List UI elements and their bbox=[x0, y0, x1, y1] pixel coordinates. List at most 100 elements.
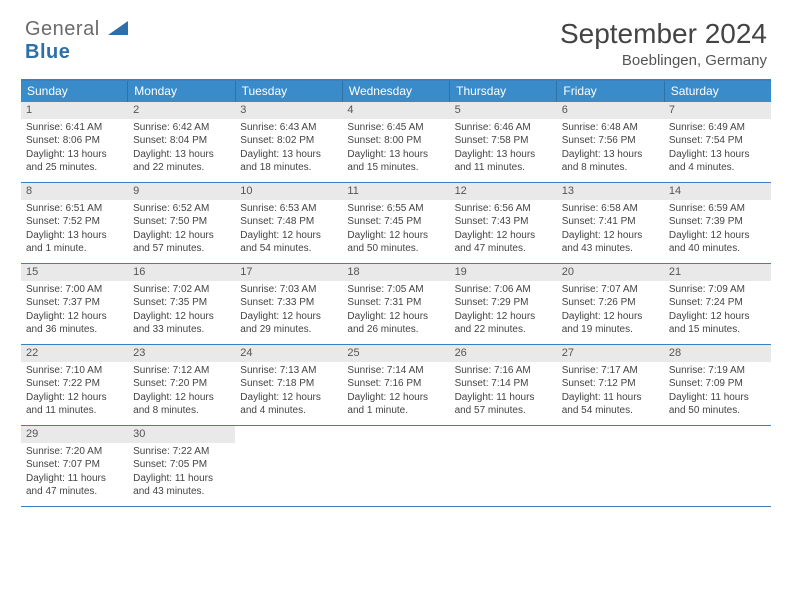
day-cell: 1Sunrise: 6:41 AMSunset: 8:06 PMDaylight… bbox=[21, 102, 128, 182]
day-cell: 5Sunrise: 6:46 AMSunset: 7:58 PMDaylight… bbox=[450, 102, 557, 182]
daylight-text: and 26 minutes. bbox=[347, 323, 445, 337]
day-number: 24 bbox=[235, 345, 342, 362]
daylight-text: Daylight: 12 hours bbox=[347, 229, 445, 243]
sunset-text: Sunset: 7:05 PM bbox=[133, 458, 231, 472]
sunset-text: Sunset: 7:43 PM bbox=[455, 215, 553, 229]
empty-cell bbox=[664, 426, 771, 506]
sunrise-text: Sunrise: 6:49 AM bbox=[669, 121, 767, 135]
dayname-header: Wednesday bbox=[343, 81, 450, 102]
day-number: 14 bbox=[664, 183, 771, 200]
week-row: 8Sunrise: 6:51 AMSunset: 7:52 PMDaylight… bbox=[21, 183, 771, 264]
daylight-text: Daylight: 11 hours bbox=[562, 391, 660, 405]
day-number: 8 bbox=[21, 183, 128, 200]
empty-cell bbox=[235, 426, 342, 506]
daylight-text: Daylight: 12 hours bbox=[347, 391, 445, 405]
daylight-text: Daylight: 13 hours bbox=[347, 148, 445, 162]
day-number: 25 bbox=[342, 345, 449, 362]
day-cell: 21Sunrise: 7:09 AMSunset: 7:24 PMDayligh… bbox=[664, 264, 771, 344]
sunrise-text: Sunrise: 7:03 AM bbox=[240, 283, 338, 297]
day-cell: 22Sunrise: 7:10 AMSunset: 7:22 PMDayligh… bbox=[21, 345, 128, 425]
day-cell: 17Sunrise: 7:03 AMSunset: 7:33 PMDayligh… bbox=[235, 264, 342, 344]
day-cell: 6Sunrise: 6:48 AMSunset: 7:56 PMDaylight… bbox=[557, 102, 664, 182]
daylight-text: Daylight: 12 hours bbox=[562, 310, 660, 324]
sunset-text: Sunset: 8:02 PM bbox=[240, 134, 338, 148]
logo-word1: General bbox=[25, 18, 100, 40]
daylight-text: Daylight: 12 hours bbox=[669, 310, 767, 324]
sunrise-text: Sunrise: 7:02 AM bbox=[133, 283, 231, 297]
daylight-text: Daylight: 12 hours bbox=[240, 229, 338, 243]
daylight-text: and 22 minutes. bbox=[455, 323, 553, 337]
week-row: 1Sunrise: 6:41 AMSunset: 8:06 PMDaylight… bbox=[21, 102, 771, 183]
day-cell: 7Sunrise: 6:49 AMSunset: 7:54 PMDaylight… bbox=[664, 102, 771, 182]
week-row: 29Sunrise: 7:20 AMSunset: 7:07 PMDayligh… bbox=[21, 426, 771, 507]
daylight-text: Daylight: 12 hours bbox=[455, 229, 553, 243]
day-number: 26 bbox=[450, 345, 557, 362]
sunset-text: Sunset: 8:06 PM bbox=[26, 134, 124, 148]
logo-triangle-icon bbox=[108, 21, 128, 35]
sunrise-text: Sunrise: 6:53 AM bbox=[240, 202, 338, 216]
day-cell: 20Sunrise: 7:07 AMSunset: 7:26 PMDayligh… bbox=[557, 264, 664, 344]
sunset-text: Sunset: 7:24 PM bbox=[669, 296, 767, 310]
sunset-text: Sunset: 7:50 PM bbox=[133, 215, 231, 229]
sunrise-text: Sunrise: 6:52 AM bbox=[133, 202, 231, 216]
day-number: 11 bbox=[342, 183, 449, 200]
daylight-text: Daylight: 12 hours bbox=[347, 310, 445, 324]
daylight-text: and 15 minutes. bbox=[669, 323, 767, 337]
daylight-text: Daylight: 11 hours bbox=[669, 391, 767, 405]
day-cell: 27Sunrise: 7:17 AMSunset: 7:12 PMDayligh… bbox=[557, 345, 664, 425]
day-cell: 12Sunrise: 6:56 AMSunset: 7:43 PMDayligh… bbox=[450, 183, 557, 263]
sunrise-text: Sunrise: 7:00 AM bbox=[26, 283, 124, 297]
day-cell: 13Sunrise: 6:58 AMSunset: 7:41 PMDayligh… bbox=[557, 183, 664, 263]
logo-word2: Blue bbox=[25, 41, 70, 63]
daylight-text: and 25 minutes. bbox=[26, 161, 124, 175]
sunrise-text: Sunrise: 7:22 AM bbox=[133, 445, 231, 459]
day-number: 12 bbox=[450, 183, 557, 200]
month-title: September 2024 bbox=[560, 18, 767, 50]
day-number: 5 bbox=[450, 102, 557, 119]
daylight-text: Daylight: 13 hours bbox=[240, 148, 338, 162]
day-cell: 4Sunrise: 6:45 AMSunset: 8:00 PMDaylight… bbox=[342, 102, 449, 182]
sunset-text: Sunset: 7:54 PM bbox=[669, 134, 767, 148]
daylight-text: and 29 minutes. bbox=[240, 323, 338, 337]
day-number: 23 bbox=[128, 345, 235, 362]
day-cell: 24Sunrise: 7:13 AMSunset: 7:18 PMDayligh… bbox=[235, 345, 342, 425]
sunrise-text: Sunrise: 6:41 AM bbox=[26, 121, 124, 135]
daylight-text: and 47 minutes. bbox=[26, 485, 124, 499]
sunset-text: Sunset: 7:22 PM bbox=[26, 377, 124, 391]
sunrise-text: Sunrise: 6:43 AM bbox=[240, 121, 338, 135]
calendar: SundayMondayTuesdayWednesdayThursdayFrid… bbox=[21, 79, 771, 507]
dayname-header: Monday bbox=[128, 81, 235, 102]
daylight-text: Daylight: 13 hours bbox=[669, 148, 767, 162]
sunrise-text: Sunrise: 7:14 AM bbox=[347, 364, 445, 378]
day-cell: 28Sunrise: 7:19 AMSunset: 7:09 PMDayligh… bbox=[664, 345, 771, 425]
day-cell: 3Sunrise: 6:43 AMSunset: 8:02 PMDaylight… bbox=[235, 102, 342, 182]
daylight-text: and 50 minutes. bbox=[347, 242, 445, 256]
daylight-text: and 57 minutes. bbox=[133, 242, 231, 256]
daylight-text: and 43 minutes. bbox=[133, 485, 231, 499]
daylight-text: Daylight: 12 hours bbox=[133, 391, 231, 405]
day-number: 9 bbox=[128, 183, 235, 200]
daylight-text: and 4 minutes. bbox=[669, 161, 767, 175]
sunrise-text: Sunrise: 6:45 AM bbox=[347, 121, 445, 135]
sunset-text: Sunset: 7:58 PM bbox=[455, 134, 553, 148]
daylight-text: Daylight: 12 hours bbox=[133, 310, 231, 324]
day-cell: 10Sunrise: 6:53 AMSunset: 7:48 PMDayligh… bbox=[235, 183, 342, 263]
daylight-text: Daylight: 11 hours bbox=[455, 391, 553, 405]
sunset-text: Sunset: 7:56 PM bbox=[562, 134, 660, 148]
sunset-text: Sunset: 7:29 PM bbox=[455, 296, 553, 310]
daylight-text: and 11 minutes. bbox=[455, 161, 553, 175]
page-header: General Blue September 2024 Boeblingen, … bbox=[0, 0, 792, 73]
day-number: 19 bbox=[450, 264, 557, 281]
day-cell: 15Sunrise: 7:00 AMSunset: 7:37 PMDayligh… bbox=[21, 264, 128, 344]
dayname-header: Saturday bbox=[665, 81, 771, 102]
daylight-text: Daylight: 13 hours bbox=[26, 148, 124, 162]
day-number: 2 bbox=[128, 102, 235, 119]
sunset-text: Sunset: 7:37 PM bbox=[26, 296, 124, 310]
week-row: 15Sunrise: 7:00 AMSunset: 7:37 PMDayligh… bbox=[21, 264, 771, 345]
sunrise-text: Sunrise: 7:13 AM bbox=[240, 364, 338, 378]
sunrise-text: Sunrise: 7:07 AM bbox=[562, 283, 660, 297]
sunset-text: Sunset: 7:20 PM bbox=[133, 377, 231, 391]
daylight-text: Daylight: 11 hours bbox=[26, 472, 124, 486]
daylight-text: and 8 minutes. bbox=[562, 161, 660, 175]
daylight-text: and 54 minutes. bbox=[240, 242, 338, 256]
